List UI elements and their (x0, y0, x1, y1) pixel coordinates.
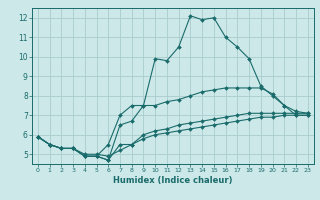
X-axis label: Humidex (Indice chaleur): Humidex (Indice chaleur) (113, 176, 233, 185)
